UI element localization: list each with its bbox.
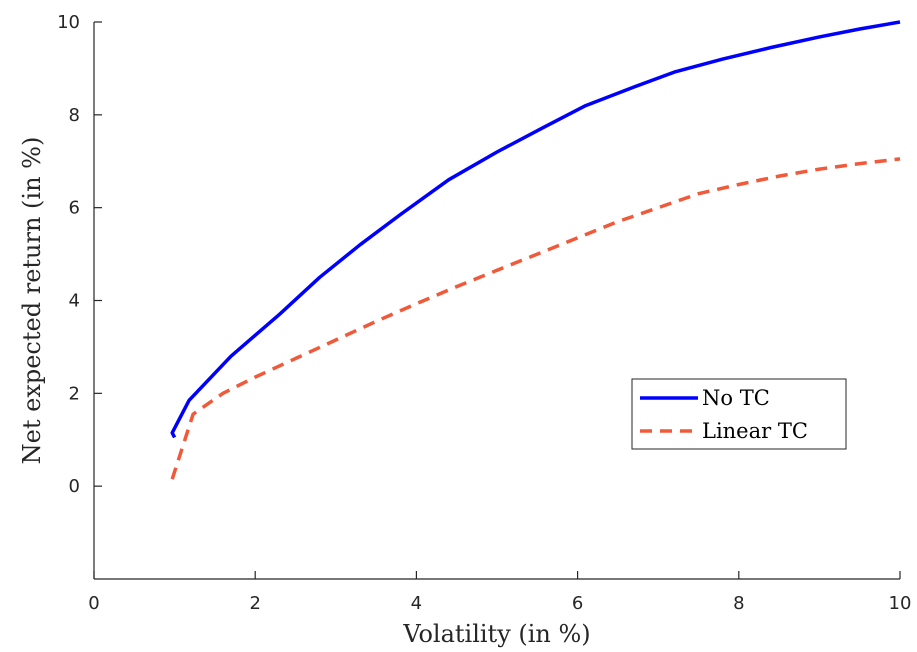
legend-label-linear-tc: Linear TC: [702, 419, 808, 443]
legend-label-no-tc: No TC: [702, 386, 770, 410]
x-tick-label: 0: [88, 593, 99, 614]
x-tick-label: 4: [411, 593, 422, 614]
y-tick-label: 4: [69, 291, 80, 312]
plot-area: [170, 20, 901, 480]
series-line-no-tc: [170, 20, 901, 439]
x-axis-ticks: 0 2 4 6 8 10: [88, 571, 911, 614]
x-tick-label: 10: [889, 593, 912, 614]
x-axis-label: Volatility (in %): [402, 620, 590, 648]
y-axis-ticks: 0 2 4 6 8 10: [57, 12, 102, 497]
series-line-linear-tc: [170, 157, 901, 480]
legend-box: [631, 378, 847, 450]
y-tick-label: 2: [69, 383, 80, 404]
x-tick-label: 2: [249, 593, 260, 614]
x-tick-label: 6: [572, 593, 583, 614]
axes: [93, 22, 900, 580]
legend: No TC Linear TC: [631, 378, 847, 450]
y-tick-label: 8: [69, 105, 80, 126]
y-tick-label: 10: [57, 12, 80, 33]
y-tick-label: 0: [69, 476, 80, 497]
y-axis-label: Net expected return (in %): [18, 137, 46, 465]
y-tick-label: 6: [69, 198, 80, 219]
x-tick-label: 8: [733, 593, 744, 614]
